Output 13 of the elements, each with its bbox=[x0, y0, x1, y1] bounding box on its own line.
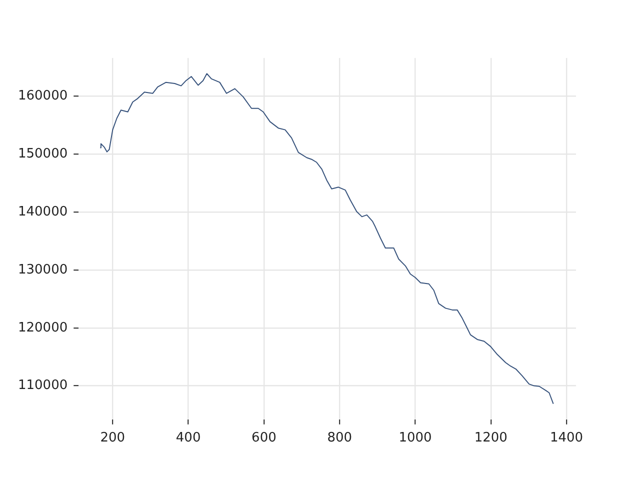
y-tick-label: 120000 bbox=[18, 320, 68, 336]
y-tick-label: 110000 bbox=[18, 378, 68, 394]
y-tick-label: 140000 bbox=[18, 204, 68, 220]
y-tick-label: 160000 bbox=[18, 88, 68, 104]
y-tick-label: 130000 bbox=[18, 262, 68, 278]
x-tick-label: 1400 bbox=[550, 430, 584, 446]
x-tick-label: 1000 bbox=[398, 430, 432, 446]
x-tick-label: 600 bbox=[252, 430, 276, 446]
x-tick-label: 200 bbox=[100, 430, 126, 446]
x-tick-label: 800 bbox=[327, 430, 352, 446]
y-tick-label: 150000 bbox=[18, 146, 68, 162]
x-tick-label: 1200 bbox=[474, 430, 508, 446]
x-tick-label: 400 bbox=[176, 430, 201, 446]
